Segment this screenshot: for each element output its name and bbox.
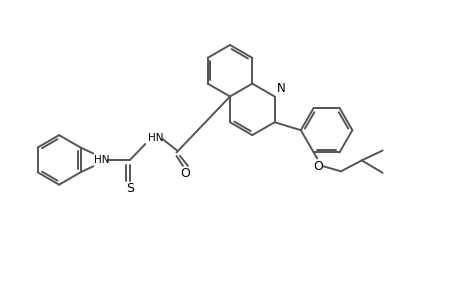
- Text: N: N: [276, 82, 285, 94]
- Text: S: S: [126, 182, 134, 195]
- Text: HN: HN: [94, 155, 110, 165]
- Text: O: O: [180, 167, 190, 180]
- Text: O: O: [313, 160, 323, 173]
- Text: HN: HN: [147, 133, 163, 142]
